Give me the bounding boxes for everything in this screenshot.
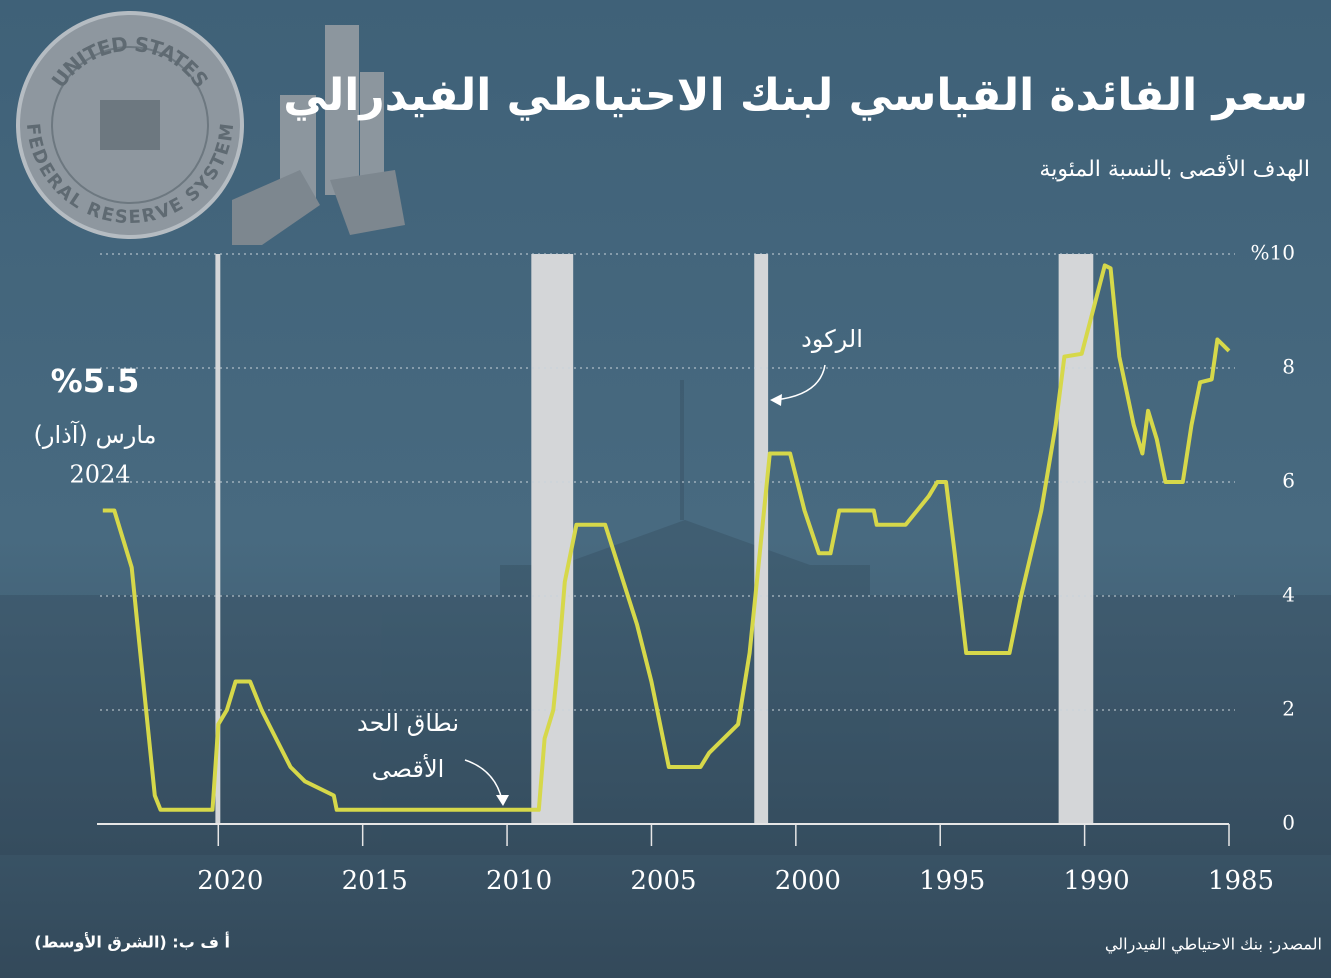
- y-tick-label: %10: [1251, 241, 1295, 265]
- x-tick-label: 2015: [342, 866, 408, 896]
- annotation: %5.5: [51, 362, 140, 400]
- annotation: مارس (آذار): [33, 420, 156, 449]
- page: UNITED STATES FEDERAL RESERVE SYSTEM سعر…: [0, 0, 1331, 978]
- seal: UNITED STATES FEDERAL RESERVE SYSTEM: [18, 13, 242, 237]
- x-tick-label: 1990: [1064, 866, 1130, 896]
- y-tick-label: 2: [1282, 697, 1295, 721]
- source: المصدر: بنك الاحتياطي الفيدرالي: [1105, 935, 1322, 955]
- y-tick-label: 8: [1282, 355, 1295, 379]
- chart-title: سعر الفائدة القياسي لبنك الاحتياطي الفيد…: [283, 70, 1308, 121]
- x-tick-label: 2000: [775, 866, 841, 896]
- chart: UNITED STATES FEDERAL RESERVE SYSTEM سعر…: [0, 0, 1331, 978]
- recession-band: [1059, 254, 1094, 824]
- annotation: الركود: [801, 325, 863, 353]
- y-tick-label: 0: [1282, 811, 1295, 835]
- annotation: نطاق الحد: [357, 709, 459, 737]
- chart-subtitle: الهدف الأقصى بالنسبة المئوية: [1039, 155, 1310, 182]
- x-tick-label: 2005: [630, 866, 696, 896]
- recession-band: [531, 254, 573, 824]
- x-tick-label: 2010: [486, 866, 552, 896]
- x-tick-label: 1995: [919, 866, 985, 896]
- annotation: الأقصى: [372, 754, 445, 783]
- y-tick-label: 4: [1282, 583, 1295, 607]
- credit: أ ف ب: (الشرق الأوسط): [34, 932, 230, 952]
- annotation: 2024: [69, 461, 130, 489]
- x-tick-label: 1985: [1208, 866, 1274, 896]
- y-tick-label: 6: [1282, 469, 1295, 493]
- x-tick-label: 2020: [197, 866, 263, 896]
